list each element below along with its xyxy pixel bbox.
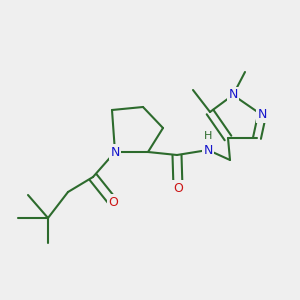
Text: N: N bbox=[257, 109, 267, 122]
Text: O: O bbox=[173, 182, 183, 194]
Text: N: N bbox=[228, 88, 238, 101]
Text: H: H bbox=[204, 131, 212, 141]
Text: N: N bbox=[203, 143, 213, 157]
Text: O: O bbox=[108, 196, 118, 208]
Text: N: N bbox=[110, 146, 120, 158]
